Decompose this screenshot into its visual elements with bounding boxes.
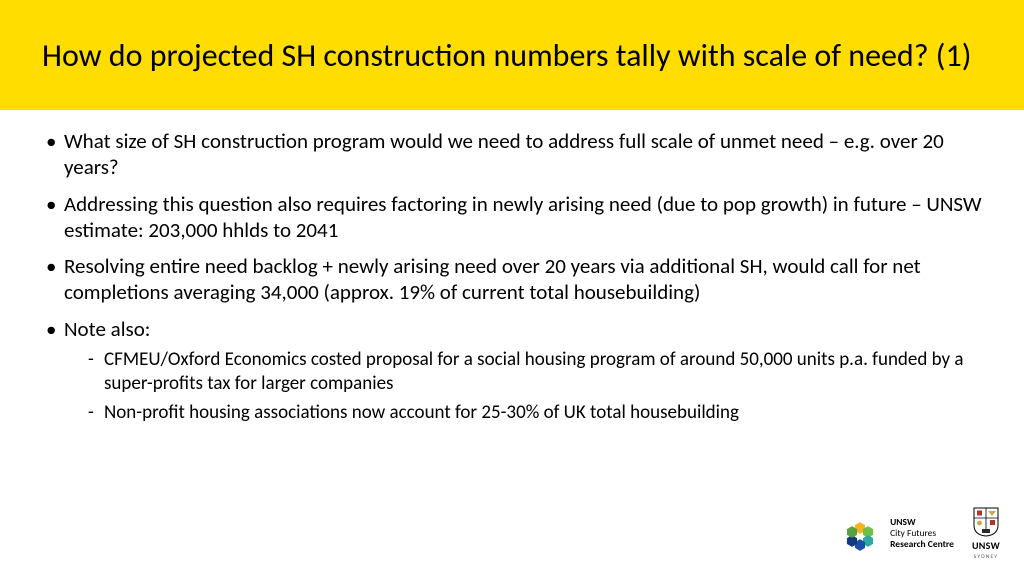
bullet-list: What size of SH construction program wou… — [42, 128, 982, 425]
slide-title: How do projected SH construction numbers… — [42, 37, 971, 75]
list-item: Non-profit housing associations now acco… — [64, 401, 982, 425]
bullet-text: Resolving entire need backlog + newly ar… — [64, 253, 921, 305]
cfrc-mark-icon — [838, 514, 882, 554]
unsw-subtext: SYDNEY — [974, 554, 999, 560]
unsw-logo: UNSW SYDNEY — [972, 507, 1000, 560]
footer-logos: UNSW City Futures Research Centre UNSW S… — [838, 507, 1000, 560]
list-item: Resolving entire need backlog + newly ar… — [42, 253, 982, 306]
list-item: Note also: CFMEU/Oxford Economics costed… — [42, 316, 982, 426]
unsw-wordmark: UNSW — [972, 539, 1000, 552]
bullet-text: Addressing this question also requires f… — [64, 191, 982, 243]
list-item: CFMEU/Oxford Economics costed proposal f… — [64, 348, 982, 396]
list-item: Addressing this question also requires f… — [42, 191, 982, 244]
bullet-text: Note also: — [64, 316, 150, 342]
cfrc-line3: Research Centre — [890, 539, 954, 550]
sub-bullet-list: CFMEU/Oxford Economics costed proposal f… — [64, 348, 982, 425]
sub-bullet-text: Non-profit housing associations now acco… — [104, 401, 739, 424]
cfrc-logo: UNSW City Futures Research Centre — [838, 514, 954, 554]
cfrc-text: UNSW City Futures Research Centre — [890, 517, 954, 550]
title-band: How do projected SH construction numbers… — [0, 0, 1024, 110]
bullet-text: What size of SH construction program wou… — [64, 128, 944, 180]
list-item: What size of SH construction program wou… — [42, 128, 982, 181]
unsw-crest-icon — [973, 507, 999, 537]
sub-bullet-text: CFMEU/Oxford Economics costed proposal f… — [104, 348, 964, 395]
slide-body: What size of SH construction program wou… — [0, 110, 1024, 425]
